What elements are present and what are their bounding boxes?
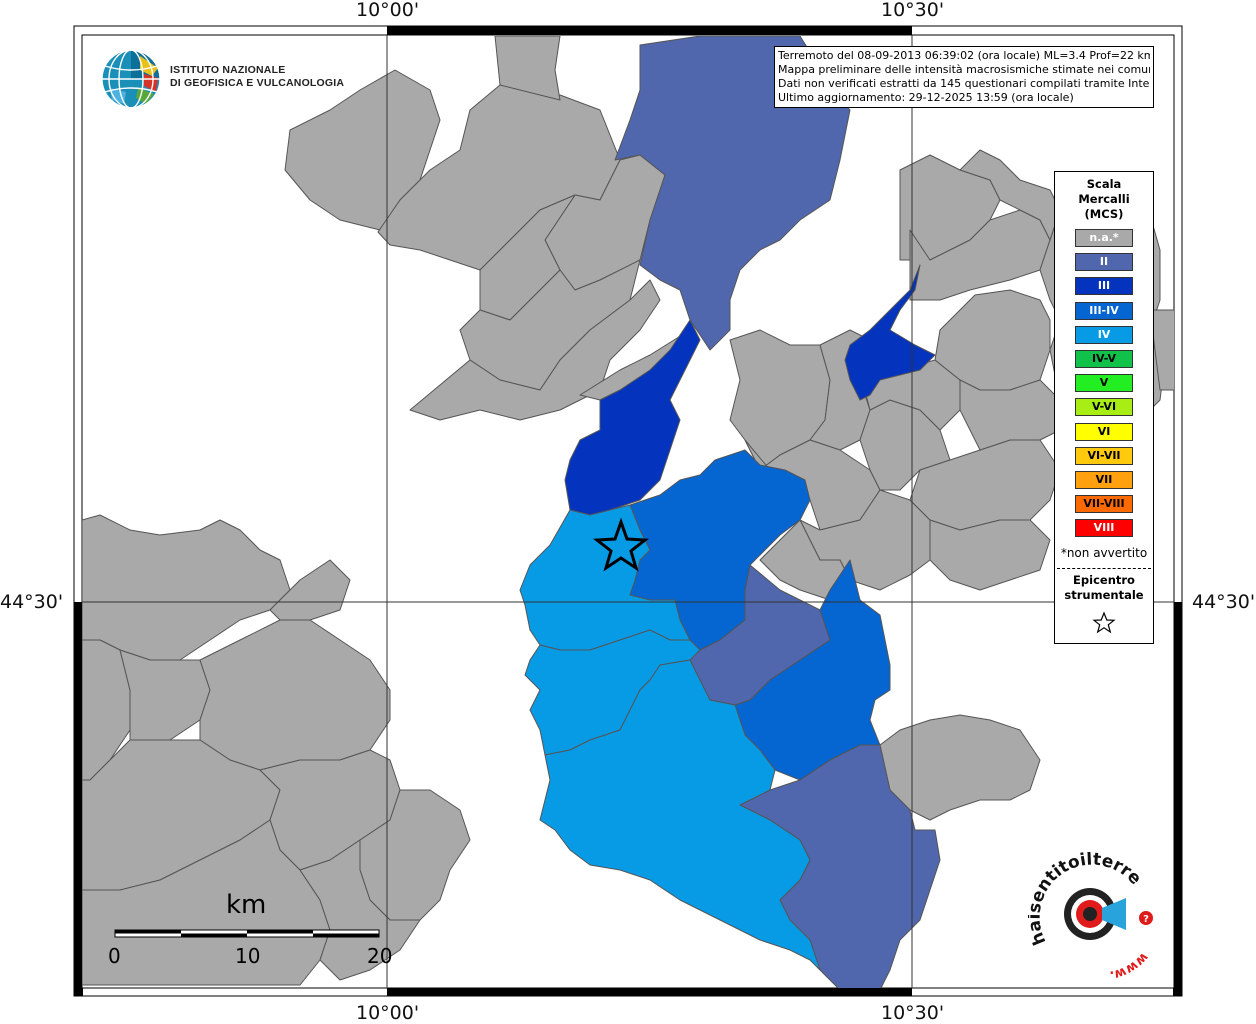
legend-swatch-iv: IV [1075,325,1133,344]
haisentito-logo: haisentitoilterremoto.it www. ? [1028,852,1153,982]
institute-name: ISTITUTO NAZIONALE DI GEOFISICA E VULCAN… [170,64,344,90]
legend-title-line2: Mercalli [1078,192,1130,206]
info-line-updated: Ultimo aggiornamento: 29-12-2025 13:59 (… [778,91,1074,104]
frame-segment-left [74,602,83,996]
graticule [82,35,1174,988]
mcs-legend: Scala Mercalli (MCS) n.a.* II III III-IV IV I… [1054,171,1154,644]
legend-swatch-vii-viii: VII-VIII [1075,495,1133,514]
svg-text:?: ? [1143,914,1149,925]
legend-epicentre-line1: Epicentro [1073,573,1135,587]
info-line-source: Dati non verificati estratti da 145 ques… [778,77,1150,90]
legend-title: Scala Mercalli (MCS) [1055,177,1153,222]
frame-segment-right [1173,602,1182,996]
municipalities-intensity-iv [519,504,821,971]
institute-name-line2: DI GEOFISICA E VULCANOLOGIA [170,77,345,89]
epicenter-star-icon [592,517,650,572]
legend-swatch-v-vi: V-VI [1075,398,1133,417]
frame-segment-bottom [387,987,912,996]
legend-swatch-vii: VII [1075,471,1133,489]
municipalities-intensity-ii [614,36,941,988]
scale-tick-0: 0 [108,944,121,968]
info-line-description: Mappa preliminare delle intensità macros… [778,63,1150,76]
legend-title-line3: (MCS) [1084,207,1124,221]
legend-swatch-v: V [1075,374,1133,393]
legend-swatch-iii: III [1075,277,1133,296]
legend-swatch-iv-v: IV-V [1075,350,1133,368]
legend-title-line1: Scala [1086,177,1122,191]
legend-swatch-iii-iv: III-IV [1075,301,1133,320]
legend-swatch-ii: II [1075,253,1133,272]
haisentito-www: www. [1108,949,1151,982]
lon-label-bottom-1: 10°00' [356,1002,420,1024]
legend-swatch-vi: VI [1075,422,1133,441]
scale-bar [114,929,380,938]
info-line-event: Terremoto del 08-09-2013 06:39:02 (ora l… [778,49,1150,62]
lon-label-top-1: 10°00' [356,0,420,21]
lat-label-right: 44°30' [1192,591,1256,613]
institute-name-line1: ISTITUTO NAZIONALE [170,64,286,76]
legend-swatch-vi-vii: VI-VII [1075,446,1133,465]
legend-divider [1057,568,1151,569]
lat-label-left: 44°30' [0,591,64,613]
legend-epicentre-line2: strumentale [1064,588,1144,602]
scale-tick-20: 20 [367,944,393,968]
legend-swatch-n-a: n.a.* [1075,229,1133,247]
scale-tick-10: 10 [235,944,261,968]
legend-epicentre-label: Epicentro strumentale [1055,573,1153,603]
earthquake-info-box: Terremoto del 08-09-2013 06:39:02 (ora l… [774,46,1154,108]
legend-na-note: *non avvertito [1060,546,1148,560]
star-outline-icon [1092,611,1116,634]
lon-label-bottom-2: 10°30' [881,1002,945,1024]
megaphone-target-icon: ? [1064,888,1153,940]
scale-bar-unit: km [226,890,267,920]
globe-icon [101,49,161,109]
legend-swatch-viii: VIII [1075,519,1133,538]
frame-segment-top [387,26,912,35]
lon-label-top-2: 10°30' [881,0,945,21]
